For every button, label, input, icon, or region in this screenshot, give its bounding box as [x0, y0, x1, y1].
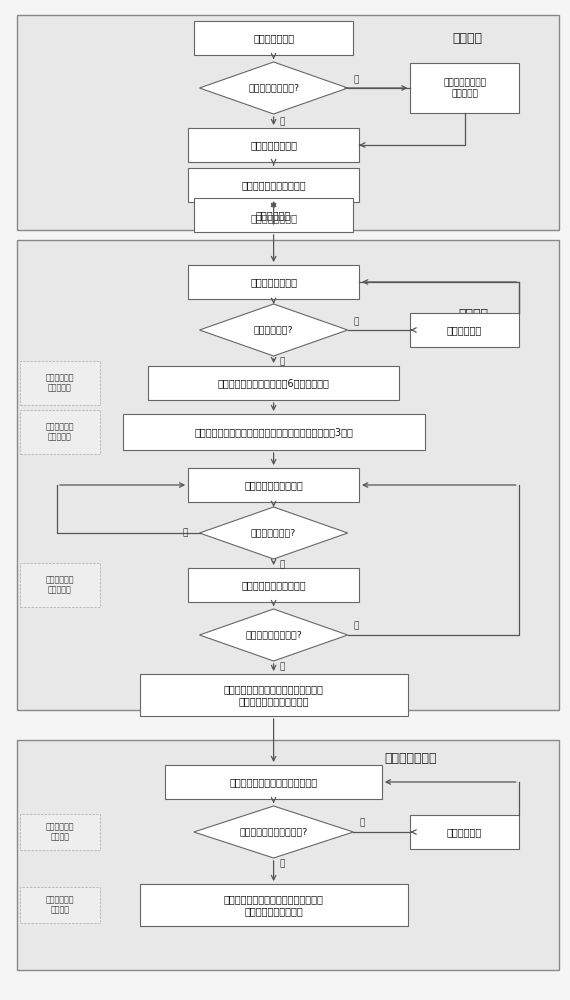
Text: 否: 否 [353, 317, 359, 326]
FancyBboxPatch shape [17, 740, 559, 970]
FancyBboxPatch shape [20, 361, 100, 405]
FancyBboxPatch shape [188, 468, 359, 502]
FancyBboxPatch shape [410, 63, 519, 113]
Text: 是: 是 [183, 528, 188, 538]
Text: 否: 否 [353, 621, 359, 630]
Text: 是: 是 [279, 357, 284, 366]
Text: 系统记录随机
码生成时间: 系统记录随机 码生成时间 [46, 373, 74, 393]
Text: 开通无纸化业务，
签署承诺书: 开通无纸化业务， 签署承诺书 [443, 78, 486, 98]
FancyBboxPatch shape [20, 887, 100, 923]
Text: 用户输入第三方随机码: 用户输入第三方随机码 [244, 480, 303, 490]
Text: 否: 否 [359, 818, 364, 827]
Text: 展示协议内容，用户阅读: 展示协议内容，用户阅读 [241, 180, 306, 190]
FancyBboxPatch shape [410, 815, 519, 849]
FancyBboxPatch shape [20, 814, 100, 850]
Text: 请求重新生成: 请求重新生成 [447, 827, 482, 837]
Text: 用户确认协议内容: 用户确认协议内容 [250, 213, 297, 223]
FancyBboxPatch shape [188, 265, 359, 299]
Text: 第三方随机码生成系统生成6位数字随机码: 第三方随机码生成系统生成6位数字随机码 [218, 378, 329, 388]
Text: 密码是否正确?: 密码是否正确? [254, 326, 294, 334]
Text: 随机码是否失效?: 随机码是否失效? [251, 528, 296, 538]
Text: 开户流程: 开户流程 [453, 31, 482, 44]
Polygon shape [200, 609, 348, 661]
Text: 是: 是 [279, 662, 284, 671]
FancyBboxPatch shape [123, 414, 425, 450]
Polygon shape [200, 62, 348, 114]
Polygon shape [200, 507, 348, 559]
Polygon shape [194, 806, 353, 858]
FancyBboxPatch shape [17, 15, 559, 230]
Polygon shape [200, 304, 348, 356]
FancyBboxPatch shape [140, 674, 408, 716]
FancyBboxPatch shape [20, 563, 100, 607]
FancyBboxPatch shape [410, 313, 519, 347]
FancyBboxPatch shape [188, 168, 359, 202]
Text: 系统生成协议文本至第三方服务器: 系统生成协议文本至第三方服务器 [230, 777, 317, 787]
Text: 系统记录文件
接收时间: 系统记录文件 接收时间 [46, 895, 74, 915]
Text: 随机码通过短信网关发送至用户手机，并设定有效期为3分钟: 随机码通过短信网关发送至用户手机，并设定有效期为3分钟 [194, 427, 353, 437]
Text: 传输及保管流程: 传输及保管流程 [384, 752, 437, 764]
FancyBboxPatch shape [140, 884, 408, 926]
Text: 否: 否 [353, 75, 359, 84]
Text: 随机码输入是否正确?: 随机码输入是否正确? [245, 631, 302, 640]
Text: 否: 否 [279, 560, 284, 569]
Text: 发送至第三方校验随机码: 发送至第三方校验随机码 [241, 580, 306, 590]
Text: 是: 是 [279, 859, 284, 868]
FancyBboxPatch shape [188, 128, 359, 162]
Text: 系统记录随机
码发送时间: 系统记录随机 码发送时间 [46, 422, 74, 442]
FancyBboxPatch shape [20, 410, 100, 454]
Text: 是: 是 [279, 117, 284, 126]
Text: 展示业务工单: 展示业务工单 [256, 210, 291, 220]
Text: 移动运营商用户: 移动运营商用户 [253, 33, 294, 43]
Text: 签约流程: 签约流程 [458, 308, 488, 322]
Text: 用户输入手机密码: 用户输入手机密码 [250, 277, 297, 287]
Text: 协议存储完成，第三方发短信告知用户
协议已受移动委托保管: 协议存储完成，第三方发短信告知用户 协议已受移动委托保管 [223, 894, 324, 916]
Text: 协议签定完成，移动运营商发送短信告
知用户服务器生成协议文本: 协议签定完成，移动运营商发送短信告 知用户服务器生成协议文本 [223, 684, 324, 706]
FancyBboxPatch shape [148, 366, 399, 400]
Text: 是否是无纸化用户?: 是否是无纸化用户? [248, 84, 299, 93]
FancyBboxPatch shape [194, 198, 353, 232]
Text: 再次输入密码: 再次输入密码 [447, 325, 482, 335]
FancyBboxPatch shape [17, 240, 559, 710]
Text: 系统记录文件
校验时间: 系统记录文件 校验时间 [46, 822, 74, 842]
Text: 第三方校验文件是否完整?: 第三方校验文件是否完整? [239, 828, 308, 836]
Text: 完成用户身份审核: 完成用户身份审核 [250, 140, 297, 150]
FancyBboxPatch shape [165, 765, 382, 799]
Text: 系统记录随机
码校验时间: 系统记录随机 码校验时间 [46, 575, 74, 595]
FancyBboxPatch shape [194, 21, 353, 55]
FancyBboxPatch shape [188, 568, 359, 602]
